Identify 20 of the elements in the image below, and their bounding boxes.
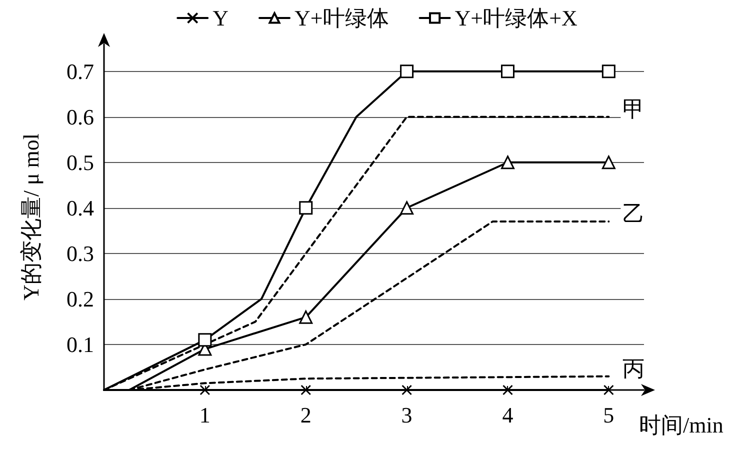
y-tick-label: 0.2 bbox=[66, 286, 94, 312]
y-axis-title: Y的变化量/ μ mol bbox=[18, 133, 44, 301]
y-tick-label: 0.5 bbox=[66, 150, 94, 175]
y-tick-label: 0.4 bbox=[66, 195, 94, 220]
y-tick-label: 0.1 bbox=[66, 332, 94, 357]
x-tick-label: 3 bbox=[401, 402, 412, 428]
x-tick-label: 2 bbox=[300, 402, 312, 428]
legend-label: Y bbox=[212, 6, 229, 30]
series-label: 乙 bbox=[622, 201, 645, 226]
x-tick-label: 4 bbox=[502, 402, 514, 428]
x-axis-title: 时间/min bbox=[639, 412, 724, 438]
legend-label: Y+叶绿体+X bbox=[454, 6, 578, 30]
series-label: 丙 bbox=[622, 356, 645, 381]
y-tick-label: 0.6 bbox=[66, 104, 94, 130]
x-tick-label: 1 bbox=[199, 402, 210, 428]
series-label: 甲 bbox=[622, 96, 645, 122]
legend-label: Y+叶绿体 bbox=[294, 6, 389, 30]
y-tick-label: 0.3 bbox=[66, 240, 94, 266]
x-tick-label: 5 bbox=[603, 402, 614, 428]
y-tick-label: 0.7 bbox=[66, 58, 94, 84]
